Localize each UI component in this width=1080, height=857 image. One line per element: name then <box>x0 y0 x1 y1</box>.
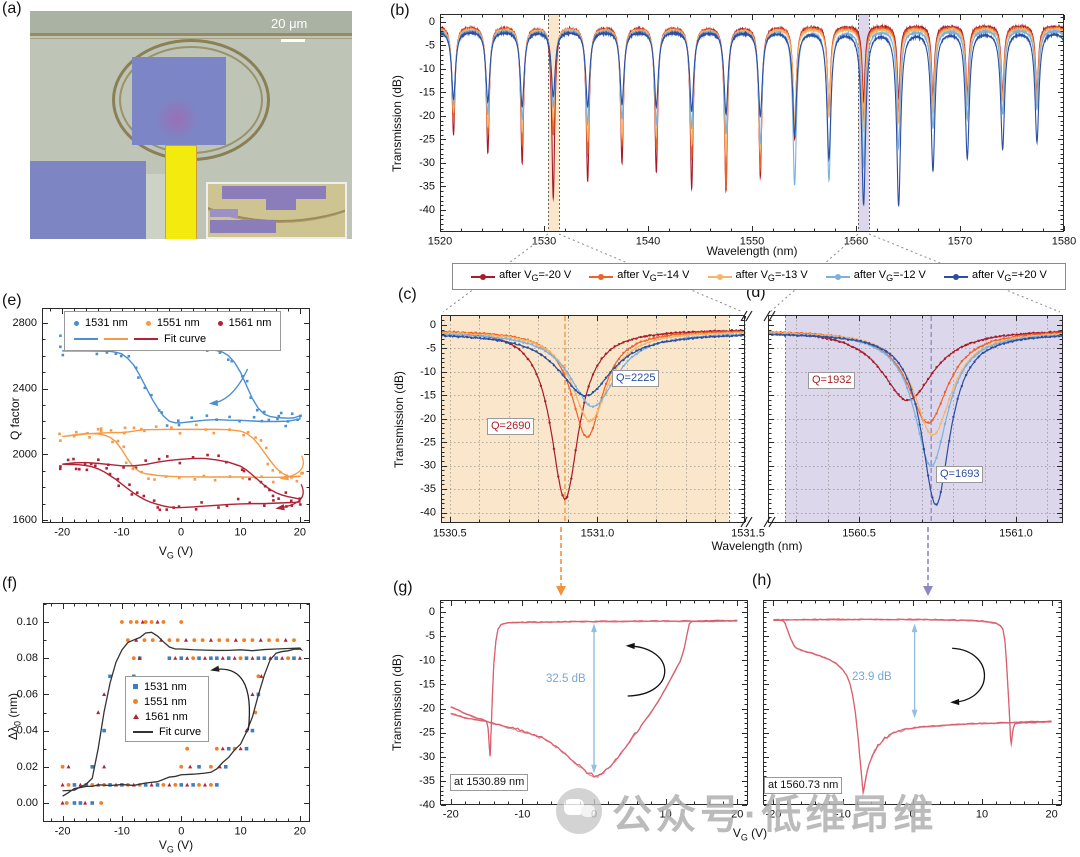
pad-gap <box>146 174 166 239</box>
panel-label-g: (g) <box>393 579 413 596</box>
cd-y-axis-title: Transmission (dB) <box>392 371 406 468</box>
e-x-axis-title: VG (V) <box>158 544 194 561</box>
panel-label-c: (c) <box>398 286 417 303</box>
f-x-axis-title: VG (V) <box>158 838 194 855</box>
e-y-axis-title: Q factor <box>8 397 22 440</box>
photo-inset <box>206 182 347 239</box>
inset-pad-tab <box>266 199 296 210</box>
legend-line-icon <box>825 273 850 280</box>
chart-hysteresis-1560nm <box>752 585 1080 835</box>
g-y-axis-title: Transmission (dB) <box>390 654 404 751</box>
panel-label-b: (b) <box>390 2 410 19</box>
legend-line-icon <box>589 273 614 280</box>
inset-ring-arc-2 <box>208 184 345 223</box>
h-extinction-label: 23.9 dB <box>852 671 892 683</box>
b-y-axis-title: Transmission (dB) <box>390 75 404 172</box>
q-label-d-blue: Q=1693 <box>936 466 984 483</box>
photo-top-region <box>30 11 352 33</box>
panel-e-legend: 1531 nm 1551 nm 1561 nm Fit curve <box>64 311 282 351</box>
triangle-marker-icon <box>133 714 139 719</box>
h-wavelength-tag: at 1560.73 nm <box>764 777 843 794</box>
square-marker-icon <box>133 684 138 689</box>
legend-item-vg-4: after VG=+20 V <box>943 269 1047 284</box>
scale-bar-label: 20 μm <box>271 16 308 31</box>
legend-line-icon <box>707 273 732 280</box>
cd-x-axis-title: Wavelength (nm) <box>711 539 803 553</box>
microscope-image: 20 μm <box>30 11 352 239</box>
gate-pad <box>132 57 226 145</box>
line-marker-icon <box>104 338 128 340</box>
b-x-axis-title: Wavelength (nm) <box>706 244 798 258</box>
legend-item-vg-0: after VG=-20 V <box>471 269 571 284</box>
g-extinction-label: 32.5 dB <box>546 673 586 685</box>
q-label-d-red: Q=1932 <box>808 372 856 389</box>
panel-label-f: (f) <box>2 575 18 592</box>
q-label-c-blue: Q=2225 <box>612 370 660 387</box>
g-wavelength-tag: at 1530.89 nm <box>450 774 529 791</box>
inset-pad-small <box>210 209 238 217</box>
legend-line-icon <box>943 273 968 280</box>
voltage-legend: after VG=-20 V after VG=-14 V after VG=-13… <box>452 263 1066 290</box>
scale-bar <box>281 39 305 42</box>
panel-f-legend: 1531 nm 1551 nm 1561 nm Fit curve <box>125 676 210 742</box>
chart-hysteresis-1530nm <box>388 585 768 835</box>
gold-electrode <box>166 146 196 239</box>
panel-label-e: (e) <box>2 292 22 309</box>
bus-waveguide-edge <box>30 38 352 39</box>
line-marker-icon <box>133 730 153 733</box>
bus-waveguide <box>30 33 352 36</box>
circle-marker-icon <box>133 699 138 704</box>
contact-pad <box>30 161 146 239</box>
line-marker-icon <box>74 338 98 340</box>
gate-pad-blob <box>152 97 202 141</box>
dot-marker-icon <box>74 320 79 326</box>
dot-marker-icon <box>217 320 223 326</box>
legend-item-vg-2: after VG=-13 V <box>707 269 808 284</box>
chart-transmission-spectrum <box>388 0 1080 258</box>
inset-pad-top <box>222 186 326 199</box>
inset-pad-bottom <box>210 220 276 233</box>
panel-label-a: (a) <box>2 0 22 17</box>
f-y-axis-title: Δλ0 (nm) <box>6 692 23 740</box>
panel-label-h: (h) <box>752 572 772 589</box>
dot-marker-icon <box>145 320 151 326</box>
gh-x-axis-title: VG (V) <box>732 826 768 843</box>
q-label-c-red: Q=2690 <box>487 418 535 435</box>
legend-item-vg-3: after VG=-12 V <box>825 269 926 284</box>
legend-item-vg-1: after VG=-14 V <box>589 269 689 284</box>
line-marker-icon <box>134 338 158 340</box>
legend-line-icon <box>471 273 496 280</box>
